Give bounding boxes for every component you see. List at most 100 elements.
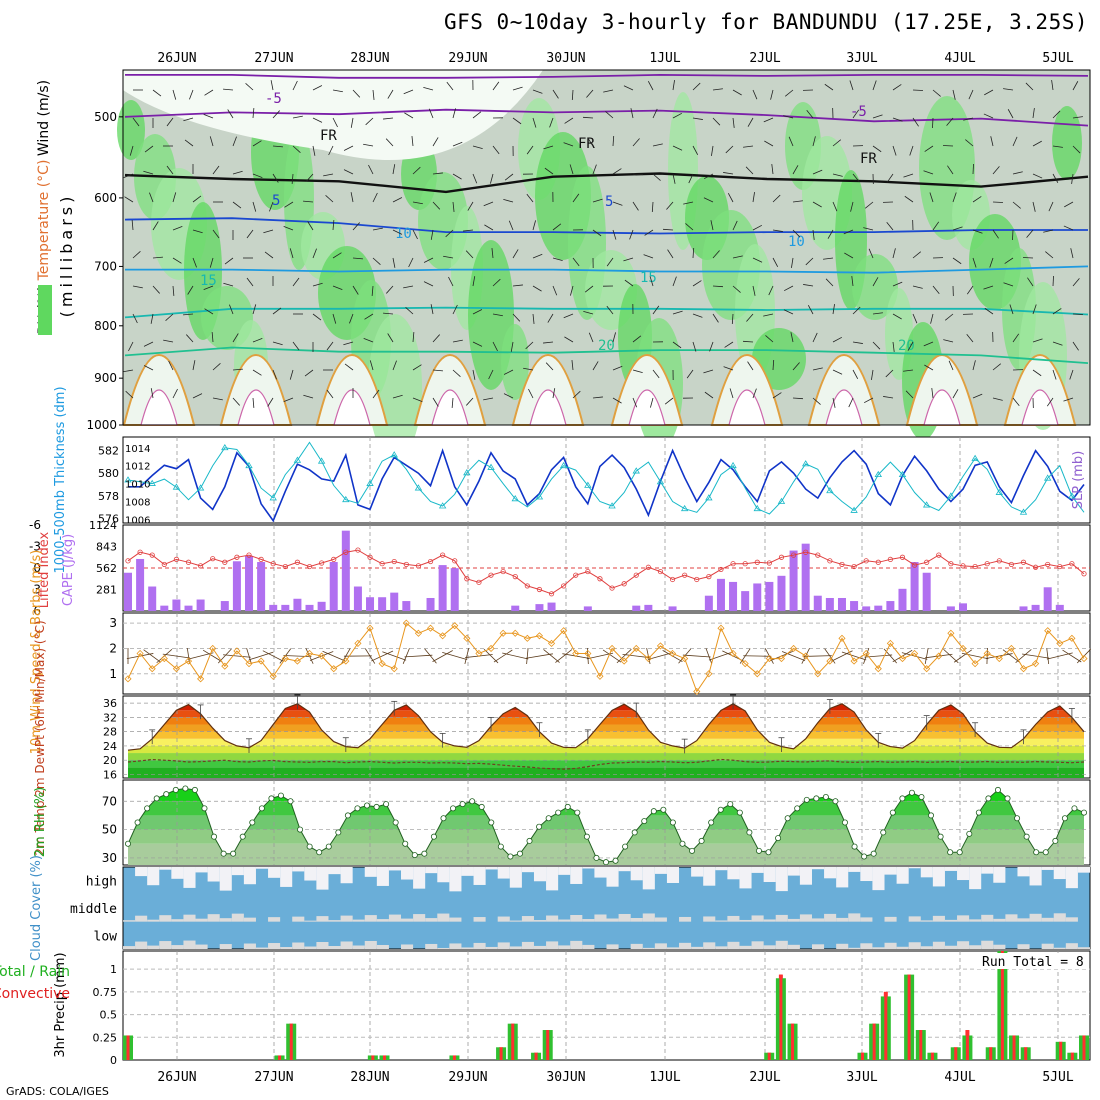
rh-marker	[287, 798, 294, 805]
wind-barb	[371, 285, 374, 296]
lifted-index-marker	[198, 563, 204, 569]
wind-barb	[143, 341, 154, 347]
precip-bar	[764, 1052, 769, 1060]
dry-cell-inner	[923, 389, 961, 426]
wind-barb	[764, 140, 774, 147]
wind-barb	[272, 369, 277, 380]
cloud-cell	[255, 867, 269, 869]
wind-barb	[1032, 304, 1037, 315]
lifted-index-marker	[597, 576, 603, 582]
convective-bar	[382, 1055, 386, 1060]
wind-barb	[322, 650, 346, 662]
wind-barb	[952, 192, 957, 203]
contour-FR	[124, 172, 1089, 194]
slp-marker	[729, 461, 737, 469]
wind-barb	[972, 257, 977, 268]
contour-20	[124, 346, 1089, 364]
wind-barb	[582, 116, 594, 119]
precip-bar	[857, 1052, 862, 1060]
wind-barb	[172, 192, 177, 203]
cloud-cell	[497, 916, 510, 922]
rh-marker	[545, 815, 552, 822]
wind-barb	[371, 650, 394, 662]
wind-barb	[1072, 278, 1080, 287]
cloud-cell	[268, 917, 281, 922]
wind-barb	[864, 201, 874, 209]
date-label-top: 2JUL	[749, 51, 780, 66]
wind-speed-marker	[777, 654, 786, 663]
wind-barb	[363, 143, 374, 147]
lifted-index-marker	[355, 547, 361, 553]
wind-barb	[709, 341, 714, 352]
wind-speed-marker	[209, 644, 217, 653]
precip-bar	[1073, 1052, 1078, 1060]
wind-barb	[649, 276, 654, 287]
wind-barb	[1032, 140, 1042, 147]
date-label-bottom: 5JUL	[1042, 1070, 1073, 1085]
precip-bar	[775, 978, 780, 1060]
slp-tick: 1014	[125, 444, 150, 455]
slp-marker	[366, 479, 374, 486]
slp-marker	[656, 478, 665, 485]
wind-barb	[652, 173, 661, 181]
dry-cell-inner	[529, 389, 567, 426]
precip-bar	[793, 1023, 798, 1060]
cloud-cell	[787, 918, 800, 922]
precip-bar	[1079, 1035, 1083, 1060]
precip-bar	[991, 1047, 996, 1060]
wind-barb	[622, 653, 650, 659]
rh-marker	[937, 833, 944, 840]
lifted-index-marker	[960, 563, 966, 569]
date-label-top: 30JUN	[546, 51, 585, 66]
precip-bar	[537, 1052, 542, 1060]
convective-bar	[907, 974, 911, 1060]
wind-speed-marker	[148, 665, 156, 673]
cloud-cell	[207, 914, 220, 922]
wind-barb	[1022, 257, 1034, 259]
wind-barb	[632, 201, 639, 211]
wind-barb	[343, 169, 354, 175]
wind-barb	[592, 229, 602, 237]
wind-barb	[806, 109, 814, 119]
wind-barb	[508, 220, 514, 231]
cloud-cell	[727, 867, 740, 880]
wind-barb	[989, 257, 994, 268]
wind-barb	[807, 304, 814, 315]
cape-bar	[547, 602, 556, 611]
lifted-index-marker	[1008, 561, 1014, 568]
wind-barb	[532, 220, 536, 231]
wind-barb	[162, 653, 191, 659]
wind-barb	[650, 397, 654, 408]
lifted-index-marker	[778, 554, 785, 560]
wind-barb	[172, 257, 182, 264]
slp-marker	[559, 461, 568, 469]
cloud-cell	[147, 945, 160, 949]
temp-ylabel: 2m Temp 2m DewPt (6hr Min/Max) (°C)	[33, 620, 47, 855]
wind-barb	[332, 252, 342, 259]
lifted-index-marker	[621, 581, 627, 587]
rh-marker	[430, 833, 437, 840]
wind-barb	[123, 173, 134, 178]
cloud-cell	[824, 867, 837, 879]
precip-bar	[548, 1030, 553, 1060]
rh-tick: 30	[102, 851, 117, 865]
wind-barb	[606, 257, 614, 267]
cloud-cell	[533, 867, 547, 882]
wind-barb	[747, 361, 754, 371]
rh-marker	[842, 819, 849, 826]
cape-bar	[160, 605, 169, 611]
precip-bar	[373, 1055, 378, 1060]
wind-barb	[667, 249, 674, 259]
wind-speed-marker	[693, 687, 701, 696]
cloud-cell	[582, 919, 595, 922]
wind-barb	[592, 396, 603, 399]
wind-barb	[325, 195, 334, 203]
cloud-cell	[1053, 947, 1066, 949]
precip-bar	[123, 1035, 127, 1060]
li-tick: -3	[29, 540, 41, 554]
lifted-index-marker	[694, 576, 700, 583]
wind-barb	[187, 285, 194, 295]
cloud-cell	[1041, 943, 1054, 949]
cloud-cell	[135, 941, 148, 949]
wind-barb	[229, 304, 234, 315]
